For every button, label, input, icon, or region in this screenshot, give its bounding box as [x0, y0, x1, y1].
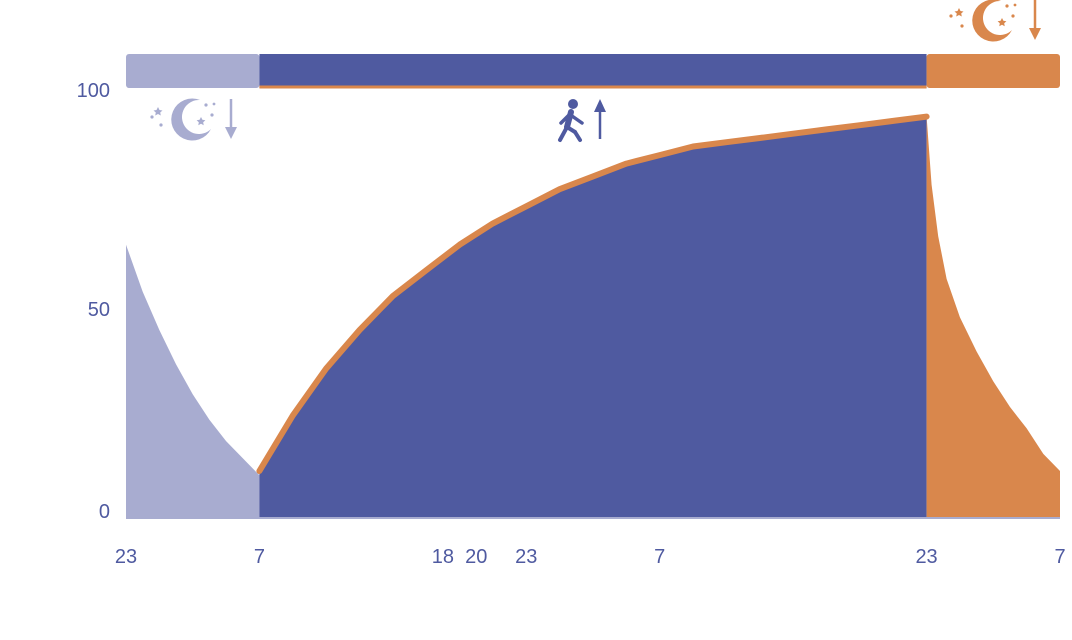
y-tick-label: 50	[88, 299, 110, 321]
series-area-2	[259, 116, 927, 518]
phase-segment-sleep	[126, 54, 260, 88]
arrow-up-icon	[594, 99, 606, 139]
x-tick-label: 20	[465, 546, 487, 568]
y-tick-label: 0	[99, 501, 110, 523]
x-tick-label: 23	[915, 546, 937, 568]
walking-person-icon	[558, 99, 584, 142]
y-axis-ticks: 0 50 100	[77, 80, 110, 523]
phase-segment-sleep	[926, 54, 1060, 88]
moon-stars-icon	[949, 0, 1017, 42]
moon-stars-icon	[150, 98, 216, 141]
y-tick-label: 100	[77, 80, 110, 102]
x-tick-label: 23	[115, 546, 137, 568]
series-area-3	[926, 116, 1060, 518]
arrow-down-icon	[225, 99, 237, 139]
x-axis-ticks: 23 7 18 20 23 7 23 7	[115, 546, 1066, 568]
arrow-down-icon	[1029, 0, 1041, 40]
x-tick-label: 7	[1054, 546, 1065, 568]
series-outline-2	[256, 113, 930, 474]
phase-bar	[126, 54, 1060, 89]
x-tick-label: 23	[515, 546, 537, 568]
series-area-1	[126, 244, 260, 518]
x-tick-label: 7	[254, 546, 265, 568]
x-tick-label: 7	[654, 546, 665, 568]
series-areas	[126, 113, 1060, 518]
x-tick-label: 18	[432, 546, 454, 568]
phase-segment-awake	[259, 54, 927, 88]
